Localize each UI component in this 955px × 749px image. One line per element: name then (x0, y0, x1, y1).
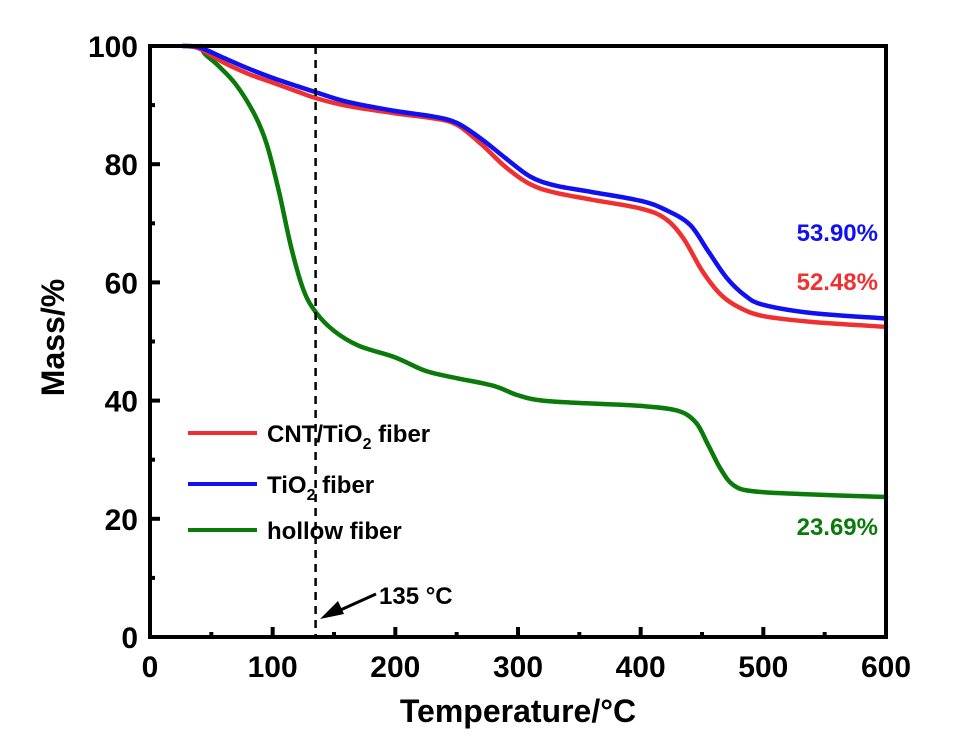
y-tick-label: 0 (121, 622, 138, 655)
legend-item: TiO2 fiber (188, 472, 374, 504)
x-tick-label: 200 (370, 651, 420, 684)
x-tick-label: 500 (738, 651, 788, 684)
axis-tick-labels: 0 100 200 300 400 500 600 0 20 40 60 80 100 (88, 31, 911, 684)
plot-frame (148, 44, 888, 639)
annotation-final-mass: 23.69% (797, 514, 878, 541)
series-line-hollow-fiber (198, 43, 889, 500)
series-line-tio2-fiber (180, 43, 889, 321)
x-tick-label: 600 (861, 651, 911, 684)
final-mass-annotations: 53.90% 52.48% 23.69% (797, 220, 878, 541)
legend-label: hollow fiber (267, 518, 402, 545)
y-tick-label: 20 (105, 504, 138, 537)
vline-label: 135 °C (379, 583, 453, 610)
y-axis-title: Mass/% (35, 279, 71, 396)
annotation-final-mass: 53.90% (797, 220, 878, 247)
x-tick-label: 300 (493, 651, 543, 684)
legend-item: hollow fiber (188, 518, 402, 545)
y-tick-label: 60 (105, 267, 138, 300)
annotation-final-mass: 52.48% (797, 269, 878, 296)
legend-label: CNT/TiO2 fiber (267, 421, 430, 453)
arrow-shaft (335, 592, 377, 614)
x-tick-label: 100 (248, 651, 298, 684)
legend: CNT/TiO2 fiber TiO2 fiber hollow fiber (188, 421, 430, 545)
plot-lines (180, 43, 889, 500)
y-tick-label: 80 (105, 149, 138, 182)
legend-label: TiO2 fiber (267, 472, 374, 504)
series-line-cnt-tio2-fiber (180, 43, 889, 330)
x-axis-title: Temperature/°C (400, 693, 636, 729)
temperature-arrow-annotation: 135 °C (320, 583, 453, 619)
x-tick-label: 0 (142, 651, 159, 684)
legend-item: CNT/TiO2 fiber (188, 421, 430, 453)
arrow-head-icon (320, 601, 344, 619)
axis-ticks (148, 44, 888, 639)
y-tick-label: 40 (105, 386, 138, 419)
x-tick-label: 400 (616, 651, 666, 684)
y-tick-label: 100 (88, 31, 138, 64)
